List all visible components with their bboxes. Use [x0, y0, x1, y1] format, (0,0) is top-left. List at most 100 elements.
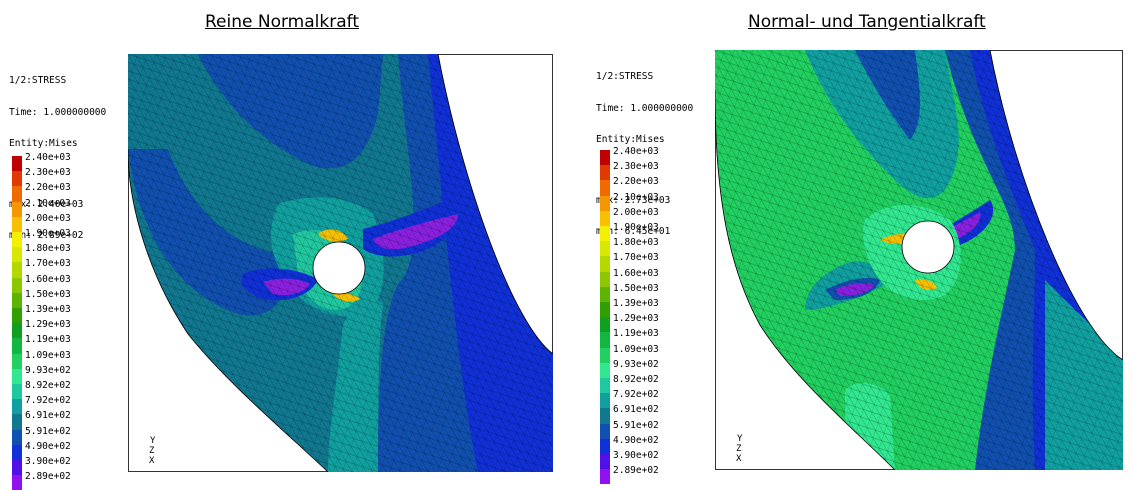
legend-swatch: [12, 308, 22, 324]
legend-value: 1.90e+03: [25, 228, 71, 239]
legend-entry: 2.40e+03: [600, 146, 670, 166]
panel-title: Reine Normalkraft: [205, 12, 359, 32]
legend-swatch: [600, 271, 610, 287]
legend-value: 7.92e+02: [25, 395, 71, 407]
legend-value: 1.09e+03: [25, 349, 71, 361]
legend-value: 1.60e+03: [25, 273, 71, 285]
legend-value: 1.80e+03: [25, 243, 71, 255]
legend-swatch: [600, 362, 610, 378]
legend-value: 3.90e+02: [613, 450, 659, 461]
legend-value: 2.00e+03: [25, 212, 71, 224]
legend-entry: 3.90e+02: [12, 456, 82, 476]
legend-value: 3.90e+02: [25, 456, 71, 467]
legend-entry: 2.00e+03: [600, 207, 670, 226]
legend-entry: 9.93e+02: [12, 365, 82, 384]
legend-entry: 2.30e+03: [600, 161, 670, 181]
legend-swatch: [600, 469, 610, 485]
legend-entry: 2.00e+03: [12, 213, 82, 232]
legend-value: 9.93e+02: [25, 364, 71, 376]
legend-swatch: [12, 460, 22, 476]
color-legend: 2.40e+03 2.30e+03 2.20e+03 2.10e+03 2.00e+03…: [12, 152, 92, 490]
legend-value: 1.60e+03: [613, 267, 659, 279]
legend-value: 1.70e+03: [613, 252, 659, 264]
legend-entry: 2.89e+02: [12, 471, 82, 490]
legend-value: 1.19e+03: [613, 328, 659, 340]
legend-swatch: [12, 247, 22, 263]
legend-swatch: [12, 201, 22, 217]
info-time: Time: 1.000000000: [9, 106, 107, 118]
legend-swatch: [600, 408, 610, 424]
legend-entry: 2.10e+03: [12, 198, 82, 217]
legend-entry: 1.80e+03: [600, 237, 670, 257]
legend-value: 1.50e+03: [25, 288, 71, 300]
legend-value: 2.89e+02: [613, 465, 659, 477]
legend-value: 2.40e+03: [613, 146, 659, 157]
legend-swatch: [12, 353, 22, 369]
legend-value: 8.92e+02: [25, 380, 71, 391]
stress-plot: [715, 50, 1124, 470]
legend-entry: 1.80e+03: [12, 243, 82, 263]
legend-swatch: [600, 286, 610, 302]
legend-entry: 9.93e+02: [600, 359, 670, 378]
legend-value: 2.10e+03: [613, 191, 659, 203]
legend-entry: 1.60e+03: [12, 274, 82, 293]
hole: [312, 241, 366, 295]
legend-entry: 1.50e+03: [12, 289, 82, 308]
legend-entry: 1.39e+03: [12, 304, 82, 324]
legend-swatch: [12, 429, 22, 445]
legend-swatch: [12, 277, 22, 293]
legend-swatch: [600, 150, 610, 166]
legend-value: 1.50e+03: [613, 282, 659, 294]
legend-swatch: [12, 292, 22, 308]
legend-entry: 5.91e+02: [12, 426, 82, 445]
info-time: Time: 1.000000000: [596, 102, 694, 114]
legend-swatch: [12, 399, 22, 415]
legend-entry: 2.10e+03: [600, 192, 670, 211]
legend-entry: 6.91e+02: [12, 410, 82, 430]
legend-entry: 2.20e+03: [600, 176, 670, 196]
legend-swatch: [600, 317, 610, 333]
legend-entry: 1.09e+03: [600, 344, 670, 363]
legend-swatch: [600, 302, 610, 318]
legend-entry: 5.91e+02: [600, 420, 670, 439]
legend-swatch: [600, 378, 610, 394]
legend-entry: 7.92e+02: [12, 395, 82, 415]
legend-swatch: [600, 210, 610, 226]
legend-swatch: [12, 338, 22, 354]
legend-value: 2.10e+03: [25, 197, 71, 209]
legend-value: 9.93e+02: [613, 358, 659, 370]
legend-value: 6.91e+02: [25, 410, 71, 422]
legend-swatch: [600, 347, 610, 363]
legend-swatch: [600, 241, 610, 257]
legend-value: 2.30e+03: [613, 161, 659, 173]
legend-value: 2.40e+03: [25, 152, 71, 163]
legend-entry: 2.20e+03: [12, 182, 82, 202]
legend-entry: 1.29e+03: [600, 313, 670, 333]
legend-value: 1.29e+03: [613, 313, 659, 325]
legend-entry: 7.92e+02: [600, 389, 670, 409]
legend-entry: 1.29e+03: [12, 319, 82, 339]
legend-swatch: [600, 180, 610, 196]
legend-entry: 1.09e+03: [12, 350, 82, 369]
legend-value: 1.09e+03: [613, 343, 659, 355]
legend-entry: 1.70e+03: [12, 258, 82, 278]
legend-swatch: [12, 216, 22, 232]
legend-value: 2.30e+03: [25, 167, 71, 179]
legend-value: 1.90e+03: [613, 222, 659, 233]
legend-entry: 1.19e+03: [600, 328, 670, 348]
legend-value: 5.91e+02: [25, 425, 71, 437]
legend-value: 2.20e+03: [25, 182, 71, 194]
legend-value: 7.92e+02: [613, 389, 659, 401]
legend-swatch: [12, 262, 22, 278]
legend-entry: 8.92e+02: [600, 374, 670, 394]
legend-swatch: [600, 393, 610, 409]
panel-normal-tangential: Normal- und Tangentialkraft 1/2:STRESS T…: [565, 0, 1131, 485]
color-legend: 2.40e+03 2.30e+03 2.20e+03 2.10e+03 2.00e+03…: [600, 146, 680, 485]
legend-swatch: [12, 384, 22, 400]
legend-entry: 4.90e+02: [600, 435, 670, 454]
legend-swatch: [12, 323, 22, 339]
legend-value: 2.20e+03: [613, 176, 659, 188]
legend-swatch: [12, 171, 22, 187]
legend-entry: 2.89e+02: [600, 465, 670, 485]
legend-entry: 1.70e+03: [600, 252, 670, 272]
